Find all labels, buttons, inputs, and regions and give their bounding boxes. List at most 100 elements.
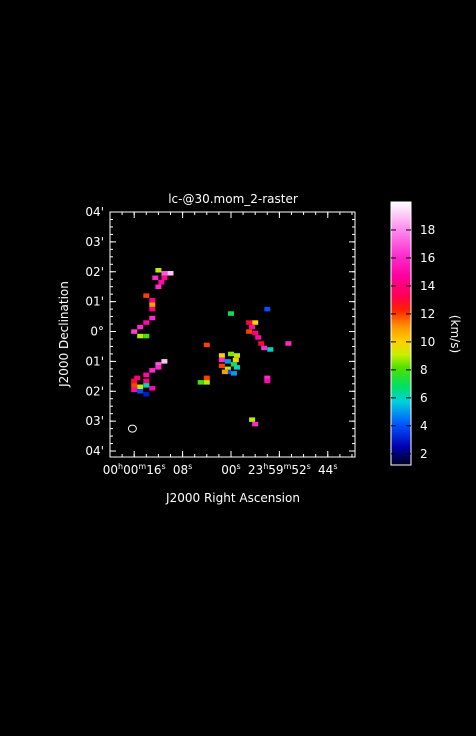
- chart-title: lc-@30.mom_2-raster: [168, 192, 298, 206]
- map-pixel: [264, 306, 271, 312]
- map-pixel: [258, 341, 265, 346]
- colorbar-tick-label: 6: [420, 391, 428, 405]
- map-pixel: [131, 383, 138, 388]
- y-axis-ticks: 04' 03' 02' 01' 0° 01' 02' 03' 04': [85, 205, 355, 458]
- map-pixel: [203, 375, 210, 381]
- y-tick-label: 0°: [90, 325, 104, 339]
- map-pixel: [224, 366, 231, 372]
- map-pixel: [149, 386, 156, 391]
- map-pixel: [231, 371, 237, 376]
- map-pixel: [161, 271, 168, 276]
- map-pixel: [267, 347, 274, 352]
- x-tick-label: 08s: [173, 462, 192, 477]
- map-pixel: [197, 380, 204, 385]
- plot-frame: [109, 211, 356, 458]
- map-pixel: [218, 353, 225, 358]
- map-pixel: [285, 341, 292, 346]
- map-pixel: [218, 357, 225, 363]
- map-pixel: [143, 293, 150, 298]
- colorbar-tick-label: 8: [420, 363, 428, 377]
- map-pixel: [228, 311, 234, 316]
- map-pixel: [224, 359, 231, 364]
- map-pixel: [231, 362, 237, 367]
- x-tick-label: 44s: [318, 462, 337, 477]
- map-pixel: [143, 333, 150, 339]
- map-pixel: [234, 353, 240, 358]
- map-pixel: [203, 342, 210, 348]
- y-tick-label: 03': [85, 414, 104, 428]
- y-axis-label: J2000 Declination: [57, 281, 71, 388]
- map-pixel: [137, 389, 144, 394]
- map-pixel: [131, 387, 138, 392]
- y-tick-label: 01': [85, 354, 104, 368]
- colorbar-gradient: [390, 201, 412, 466]
- map-pixel: [143, 383, 150, 388]
- map-pixels: [131, 268, 292, 427]
- map-pixel: [167, 271, 174, 276]
- colorbar-tick-label: 16: [420, 251, 435, 265]
- map-pixel: [152, 275, 159, 280]
- map-pixel: [155, 365, 162, 370]
- map-pixel: [246, 329, 253, 334]
- colorbar-tick-label: 2: [420, 447, 428, 461]
- map-pixel: [252, 320, 259, 325]
- map-pixel: [161, 359, 168, 364]
- x-tick-label: 00h00m16s: [103, 462, 166, 477]
- map-pixel: [143, 372, 150, 378]
- map-pixel: [137, 333, 144, 339]
- map-pixel: [252, 330, 259, 336]
- colorbar-ticks: 2 4 6 8 10 12 14 16 18: [391, 223, 435, 461]
- map-pixel: [228, 351, 234, 357]
- map-pixel: [143, 392, 150, 397]
- map-pixel: [261, 345, 268, 351]
- colorbar-tick-label: 10: [420, 335, 435, 349]
- map-pixel: [143, 378, 150, 384]
- colorbar-tick-label: 12: [420, 307, 435, 321]
- y-tick-label: 04': [85, 205, 104, 219]
- y-tick-label: 04': [85, 444, 104, 458]
- y-tick-label: 03': [85, 235, 104, 249]
- map-pixel: [264, 378, 271, 384]
- map-pixel: [221, 369, 228, 375]
- colorbar-tick-label: 18: [420, 223, 435, 237]
- map-pixel: [137, 384, 144, 389]
- map-pixel: [203, 380, 210, 385]
- map-pixel: [158, 280, 165, 285]
- y-tick-label: 02': [85, 384, 104, 398]
- y-tick-label: 02': [85, 265, 104, 279]
- x-axis-ticks: 00h00m16s 08s 00s 23h59m52s 44s: [103, 212, 353, 477]
- x-tick-label: 23h59m52s: [248, 462, 311, 477]
- map-pixel: [249, 324, 256, 330]
- map-pixel: [149, 368, 156, 373]
- colorbar: 2 4 6 8 10 12 14 16 18 (km/s): [390, 201, 462, 466]
- map-pixel: [137, 324, 144, 330]
- map-pixel: [149, 306, 156, 312]
- map-pixel: [218, 363, 225, 369]
- map-pixel: [149, 315, 156, 321]
- map-pixel: [249, 417, 256, 422]
- map-pixel: [143, 320, 150, 325]
- map-pixel: [131, 329, 138, 334]
- map-pixel: [134, 375, 141, 381]
- beam-ellipse: [127, 424, 137, 433]
- map-pixel: [161, 275, 168, 280]
- map-pixel: [252, 421, 259, 427]
- map-pixel: [246, 320, 253, 325]
- y-tick-label: 01': [85, 295, 104, 309]
- map-pixel: [255, 335, 262, 340]
- map-pixel: [155, 268, 162, 273]
- map-pixel: [149, 297, 156, 303]
- map-pixel: [149, 302, 156, 307]
- map-pixel: [131, 378, 138, 384]
- map-pixel: [232, 357, 239, 363]
- x-tick-label: 00s: [221, 462, 240, 477]
- plot-area: lc-@30.mom_2-raster 00h00m16s 08s 00s 23h59…: [57, 192, 356, 505]
- colorbar-label: (km/s): [448, 315, 462, 353]
- map-pixel: [234, 365, 240, 370]
- map-pixel: [155, 284, 162, 289]
- x-axis-label: J2000 Right Ascension: [165, 491, 300, 505]
- map-pixel: [155, 362, 162, 367]
- colorbar-tick-label: 14: [420, 279, 435, 293]
- colorbar-tick-label: 4: [420, 419, 428, 433]
